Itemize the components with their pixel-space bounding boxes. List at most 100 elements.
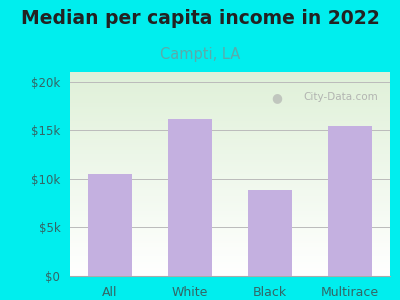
Bar [70, 178, 390, 180]
Bar [70, 92, 390, 95]
Bar [70, 213, 390, 215]
Bar [70, 107, 390, 109]
Bar [70, 86, 390, 88]
Bar [70, 221, 390, 223]
Bar [70, 146, 390, 148]
Bar [70, 211, 390, 213]
Text: Median per capita income in 2022: Median per capita income in 2022 [21, 9, 379, 28]
Bar [70, 119, 390, 121]
Bar [70, 80, 390, 82]
Bar [70, 129, 390, 131]
Bar [70, 141, 390, 143]
Bar [70, 78, 390, 80]
Bar [70, 205, 390, 207]
Bar [70, 192, 390, 194]
Bar [70, 202, 390, 205]
Bar [70, 170, 390, 172]
Bar [70, 231, 390, 233]
Bar [70, 174, 390, 176]
Bar [70, 88, 390, 90]
Bar [70, 196, 390, 199]
Text: Campti, LA: Campti, LA [160, 46, 240, 62]
Text: ●: ● [271, 91, 282, 104]
Bar [70, 103, 390, 105]
Bar [70, 186, 390, 188]
Text: City-Data.com: City-Data.com [304, 92, 378, 103]
Bar [70, 97, 390, 98]
Bar [70, 270, 390, 272]
Bar [70, 200, 390, 202]
Bar [70, 137, 390, 139]
Bar [70, 82, 390, 84]
Bar [70, 251, 390, 253]
Bar [70, 84, 390, 86]
Bar [70, 100, 390, 103]
Bar [70, 268, 390, 270]
Bar [70, 131, 390, 133]
Bar [70, 219, 390, 221]
Bar [70, 199, 390, 200]
Bar [70, 125, 390, 127]
Bar [70, 109, 390, 111]
Bar [70, 76, 390, 78]
Bar [70, 260, 390, 262]
Bar [70, 166, 390, 168]
Bar [70, 190, 390, 192]
Bar [70, 158, 390, 160]
Bar [70, 223, 390, 225]
Bar [70, 256, 390, 258]
Bar [70, 149, 390, 152]
Bar [248, 190, 292, 276]
Bar [70, 272, 390, 274]
Bar [70, 243, 390, 245]
Bar [70, 241, 390, 243]
Bar [70, 188, 390, 190]
Bar [70, 217, 390, 219]
Bar [70, 254, 390, 256]
Bar [70, 143, 390, 146]
Bar [70, 266, 390, 268]
Bar [70, 176, 390, 178]
Bar [70, 194, 390, 196]
Bar [70, 245, 390, 247]
Bar [70, 127, 390, 129]
Bar [70, 117, 390, 119]
Bar [70, 94, 390, 97]
Bar [70, 113, 390, 115]
Bar [70, 105, 390, 107]
Bar [70, 264, 390, 266]
Bar [70, 235, 390, 237]
Bar [70, 160, 390, 162]
Bar [70, 72, 390, 74]
Bar [70, 115, 390, 117]
Bar [70, 227, 390, 229]
Bar [70, 121, 390, 123]
Bar [70, 237, 390, 239]
Bar [70, 229, 390, 231]
Bar [70, 233, 390, 235]
Bar [70, 239, 390, 241]
Bar [70, 111, 390, 113]
Bar [70, 74, 390, 76]
Bar [328, 126, 372, 276]
Bar [70, 90, 390, 92]
Bar [70, 172, 390, 174]
Bar [70, 156, 390, 158]
Bar [70, 182, 390, 184]
Bar [88, 174, 132, 276]
Bar [70, 248, 390, 250]
Bar [70, 135, 390, 137]
Bar [70, 139, 390, 141]
Bar [70, 98, 390, 101]
Bar [70, 262, 390, 264]
Bar [70, 148, 390, 149]
Bar [70, 250, 390, 251]
Bar [70, 168, 390, 170]
Bar [70, 225, 390, 227]
Bar [70, 123, 390, 125]
Bar [70, 209, 390, 211]
Bar [70, 152, 390, 154]
Bar [70, 133, 390, 135]
Bar [70, 274, 390, 276]
Bar [70, 164, 390, 166]
